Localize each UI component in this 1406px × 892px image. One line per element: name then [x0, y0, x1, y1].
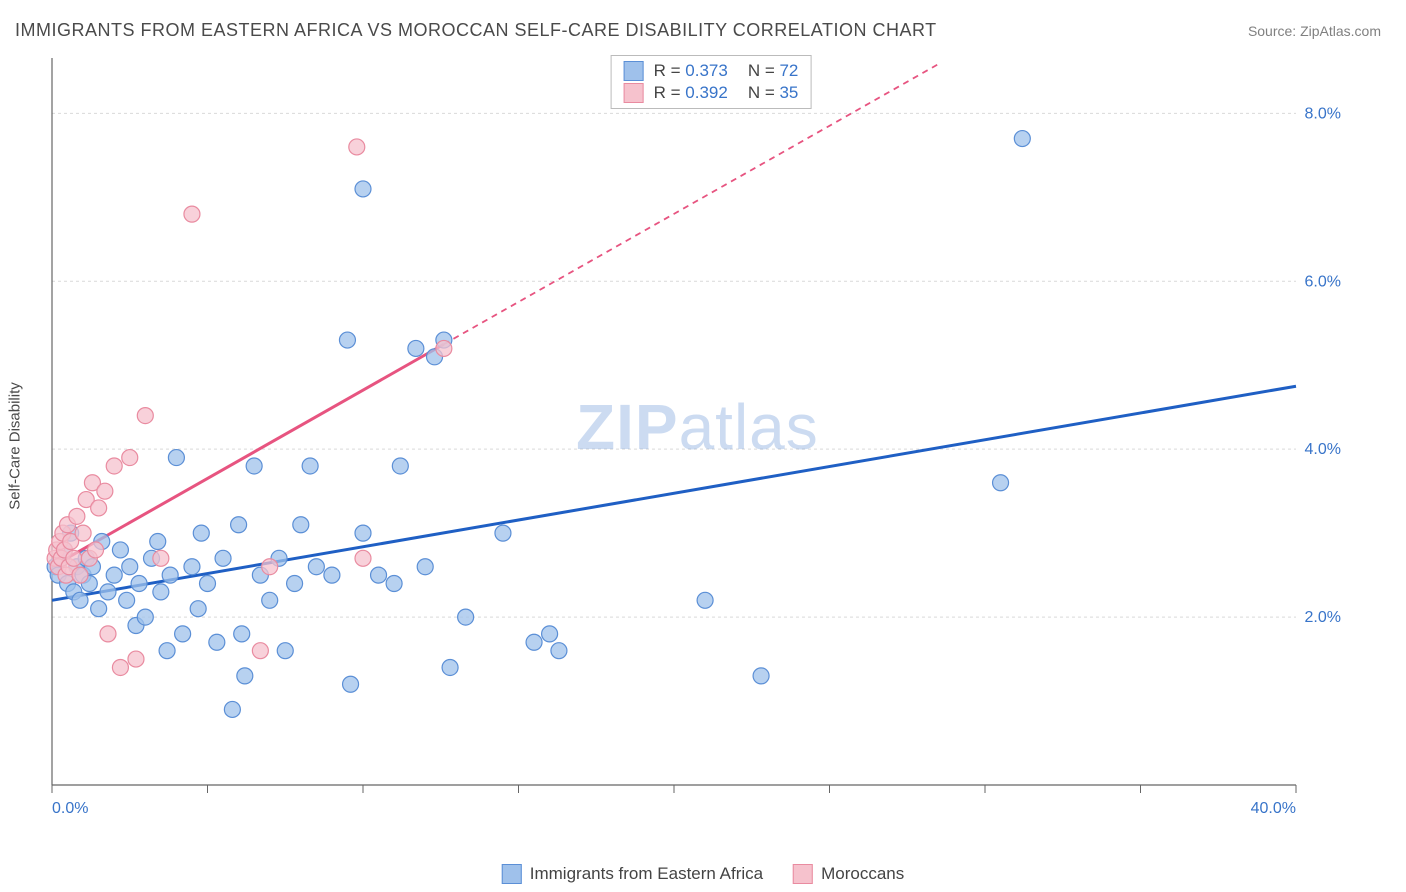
n-label: N = 72 [748, 61, 799, 81]
legend-swatch [624, 83, 644, 103]
chart-title: IMMIGRANTS FROM EASTERN AFRICA VS MOROCC… [15, 20, 937, 41]
stats-row: R = 0.392 N = 35 [624, 82, 799, 104]
legend-swatch [502, 864, 522, 884]
legend-label: Immigrants from Eastern Africa [530, 864, 763, 884]
series-legend: Immigrants from Eastern Africa Moroccans [502, 864, 904, 884]
legend-swatch [624, 61, 644, 81]
plot-svg: 0.0% 40.0% 2.0% 4.0% 6.0% 8.0% [46, 55, 1376, 825]
source-prefix: Source: [1248, 23, 1300, 39]
svg-text:8.0%: 8.0% [1305, 105, 1341, 122]
svg-text:40.0%: 40.0% [1251, 800, 1296, 817]
y-axis-label: Self-Care Disability [7, 382, 24, 510]
n-label: N = 35 [748, 83, 799, 103]
stats-row: R = 0.373 N = 72 [624, 60, 799, 82]
scatter-plot: 0.0% 40.0% 2.0% 4.0% 6.0% 8.0% R = 0.373 N = 7… [46, 55, 1376, 825]
svg-text:6.0%: 6.0% [1305, 273, 1341, 290]
svg-text:0.0%: 0.0% [52, 800, 88, 817]
svg-text:2.0%: 2.0% [1305, 609, 1341, 626]
svg-text:4.0%: 4.0% [1305, 441, 1341, 458]
legend-swatch [793, 864, 813, 884]
r-label: R = 0.373 [654, 61, 728, 81]
legend-item: Immigrants from Eastern Africa [502, 864, 763, 884]
source-attribution: Source: ZipAtlas.com [1248, 23, 1381, 39]
correlation-stats-box: R = 0.373 N = 72 R = 0.392 N = 35 [611, 55, 812, 109]
source-link[interactable]: ZipAtlas.com [1300, 23, 1381, 39]
legend-item: Moroccans [793, 864, 904, 884]
legend-label: Moroccans [821, 864, 904, 884]
r-label: R = 0.392 [654, 83, 728, 103]
